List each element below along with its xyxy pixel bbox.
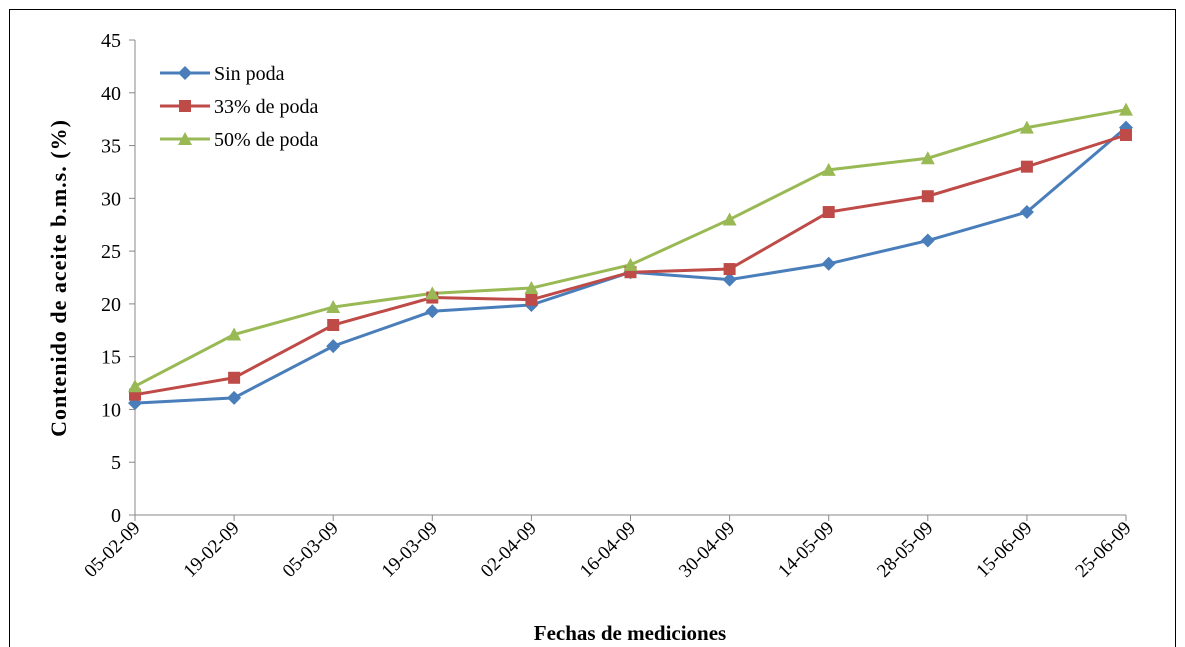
marker-triangle: [326, 300, 341, 314]
marker-triangle: [920, 151, 935, 165]
legend-label: 50% de poda: [214, 129, 319, 151]
x-tick-label: 05-02-09: [80, 518, 144, 582]
marker-square: [327, 319, 340, 331]
marker-triangle: [227, 327, 242, 341]
marker-square: [228, 371, 241, 384]
marker-triangle: [1119, 102, 1133, 116]
marker-square: [921, 190, 934, 203]
marker-square: [822, 206, 835, 219]
x-tick-label: 15-06-09: [972, 518, 1036, 582]
marker-triangle: [821, 162, 836, 176]
y-tick-label: 15: [101, 347, 121, 369]
x-tick-label: 25-06-09: [1071, 518, 1135, 582]
marker-square: [1020, 160, 1033, 173]
y-tick-label: 40: [101, 83, 121, 105]
marker-triangle: [178, 132, 192, 145]
marker-triangle: [1019, 120, 1034, 134]
marker-diamond: [227, 390, 242, 405]
x-tick-label: 16-04-09: [576, 518, 640, 582]
marker-triangle: [425, 286, 440, 300]
marker-diamond: [920, 233, 935, 248]
marker-triangle: [128, 379, 142, 393]
x-tick-label: 05-03-09: [279, 518, 343, 582]
marker-square: [525, 293, 538, 306]
y-tick-label: 30: [101, 188, 121, 210]
marker-diamond: [178, 66, 192, 80]
marker-square: [723, 263, 736, 276]
x-tick-label: 19-02-09: [180, 518, 244, 582]
marker-diamond: [722, 272, 737, 287]
y-tick-label: 25: [101, 241, 121, 263]
marker-triangle: [623, 257, 638, 271]
x-tick-label: 28-05-09: [873, 518, 937, 582]
marker-square: [1120, 129, 1132, 141]
legend-label: Sin poda: [214, 63, 285, 85]
y-tick-label: 10: [101, 399, 121, 421]
y-tick-label: 0: [111, 505, 121, 527]
x-tick-label: 30-04-09: [675, 518, 739, 582]
x-tick-label: 02-04-09: [477, 518, 541, 582]
marker-diamond: [425, 304, 440, 319]
marker-triangle: [722, 212, 737, 226]
x-tick-label: 19-03-09: [378, 518, 442, 582]
y-tick-label: 35: [101, 136, 121, 158]
marker-diamond: [821, 256, 836, 271]
y-tick-label: 5: [111, 452, 121, 474]
x-tick-label: 14-05-09: [774, 518, 838, 582]
y-tick-label: 45: [101, 30, 121, 52]
legend-label: 33% de poda: [214, 96, 319, 118]
marker-square: [179, 100, 191, 112]
y-axis-label: Contenido de aceite b.m.s. (%): [46, 119, 71, 437]
chart-frame: [9, 9, 1176, 647]
y-tick-label: 20: [101, 294, 121, 316]
marker-diamond: [326, 339, 341, 354]
marker-diamond: [1019, 205, 1034, 220]
x-axis-label: Fechas de mediciones: [534, 621, 726, 645]
marker-triangle: [524, 281, 539, 295]
series-line: [134, 108, 1127, 388]
